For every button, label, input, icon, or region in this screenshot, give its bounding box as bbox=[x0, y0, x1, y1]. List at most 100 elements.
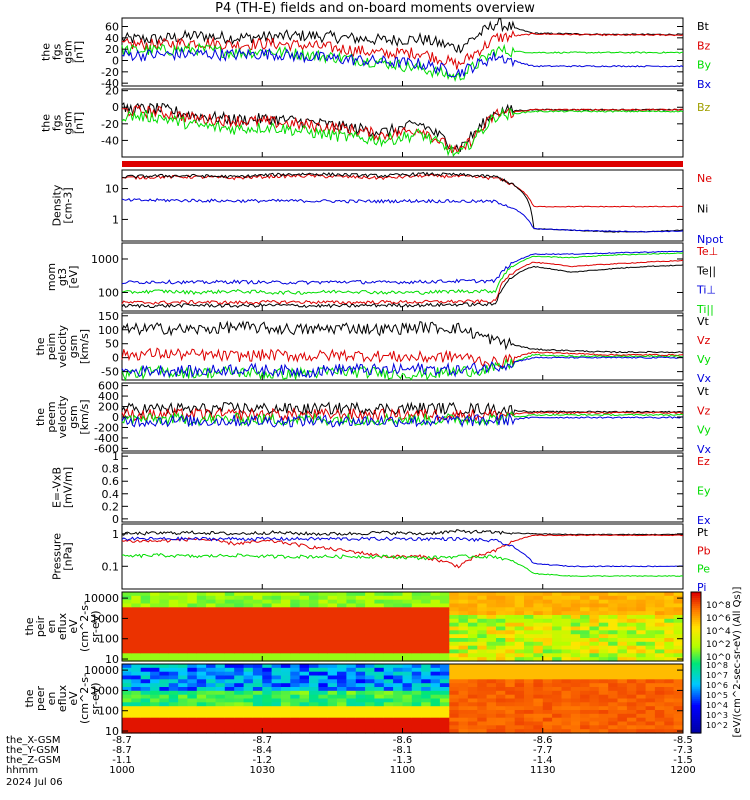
heat-cell bbox=[224, 687, 235, 692]
heat-cell bbox=[187, 725, 198, 730]
heat-cell bbox=[552, 713, 562, 719]
color-bar-cell bbox=[691, 678, 701, 682]
heat-cell bbox=[486, 607, 497, 612]
heat-cell bbox=[598, 729, 609, 734]
heat-cell bbox=[140, 675, 151, 680]
heat-cell bbox=[393, 698, 403, 703]
heat-cell bbox=[290, 690, 301, 696]
heat-cell bbox=[178, 679, 188, 684]
heat-cell bbox=[224, 675, 235, 680]
heat-cell bbox=[318, 599, 329, 605]
heat-cell bbox=[580, 710, 590, 715]
heat-cell bbox=[505, 626, 516, 631]
heat-cell bbox=[449, 638, 460, 643]
heat-cell bbox=[346, 622, 357, 628]
heat-cell bbox=[224, 671, 235, 677]
heat-cell bbox=[505, 706, 516, 711]
heat-cell bbox=[664, 641, 675, 647]
heat-cell bbox=[327, 690, 338, 696]
heat-cell bbox=[159, 713, 170, 719]
heat-cell bbox=[271, 729, 282, 734]
heat-cell bbox=[252, 657, 263, 662]
heat-cell bbox=[524, 638, 534, 643]
heat-cell bbox=[168, 679, 179, 684]
heat-cell bbox=[458, 667, 469, 673]
heat-cell bbox=[309, 657, 319, 662]
heat-cell bbox=[458, 645, 469, 651]
heat-cell bbox=[673, 618, 684, 624]
heat-cell bbox=[449, 710, 460, 715]
heat-cell bbox=[439, 599, 450, 605]
heat-cell bbox=[140, 641, 151, 647]
heat-cell bbox=[673, 599, 684, 605]
heat-cell bbox=[234, 683, 245, 688]
heat-cell bbox=[636, 638, 647, 643]
heat-cell bbox=[561, 657, 572, 662]
heat-cell bbox=[365, 592, 375, 597]
heat-cell bbox=[496, 725, 506, 730]
heat-cell bbox=[505, 687, 516, 692]
heat-cell bbox=[542, 690, 553, 696]
heat-cell bbox=[449, 713, 460, 719]
heat-cell bbox=[533, 713, 544, 719]
heat-cell bbox=[467, 649, 478, 654]
heat-cell bbox=[598, 615, 609, 620]
heat-cell bbox=[150, 687, 160, 692]
heat-cell bbox=[430, 721, 441, 726]
heat-cell bbox=[252, 634, 263, 639]
y-tick-label: 1 bbox=[112, 213, 119, 226]
heat-cell bbox=[402, 671, 413, 677]
color-bar-cell bbox=[691, 632, 701, 635]
heat-cell bbox=[514, 687, 525, 692]
heat-cell bbox=[309, 653, 319, 658]
color-bar-cell bbox=[691, 714, 701, 718]
heat-cell bbox=[570, 645, 581, 651]
heat-cell bbox=[533, 645, 544, 651]
heat-cell bbox=[131, 690, 142, 696]
heat-cell bbox=[570, 603, 581, 608]
heat-cell bbox=[383, 603, 394, 608]
heat-cell bbox=[168, 607, 179, 612]
color-bar-cell bbox=[691, 684, 701, 688]
heat-cell bbox=[552, 657, 562, 662]
heat-cell bbox=[402, 626, 413, 631]
series-Bz bbox=[121, 104, 684, 154]
heat-cell bbox=[168, 710, 179, 715]
heat-cell bbox=[430, 698, 441, 703]
heat-cell bbox=[411, 679, 422, 684]
heat-cell bbox=[206, 618, 216, 624]
x-axis-value: 1030 bbox=[250, 765, 275, 776]
heat-cell bbox=[168, 683, 179, 688]
heat-cell bbox=[561, 725, 572, 730]
series-Te⊥ bbox=[121, 259, 684, 305]
heat-cell bbox=[131, 694, 142, 700]
heat-cell bbox=[402, 645, 413, 651]
heat-cell bbox=[617, 592, 628, 597]
heat-cell bbox=[346, 634, 357, 639]
heat-cell bbox=[430, 607, 441, 612]
heat-cell bbox=[150, 725, 160, 730]
heat-cell bbox=[514, 630, 525, 635]
heat-cell bbox=[580, 687, 590, 692]
heat-cell bbox=[561, 721, 572, 726]
heat-cell bbox=[234, 649, 245, 654]
heat-cell bbox=[411, 702, 422, 707]
heat-cell bbox=[131, 671, 142, 677]
heat-cell bbox=[383, 622, 394, 628]
heat-cell bbox=[533, 638, 544, 643]
y-tick-label: 400 bbox=[98, 390, 119, 403]
series-Pb bbox=[121, 534, 684, 569]
heat-cell bbox=[140, 649, 151, 654]
heat-cell bbox=[467, 618, 478, 624]
heat-cell bbox=[542, 679, 553, 684]
heat-cell bbox=[168, 653, 179, 658]
heat-cell bbox=[467, 626, 478, 631]
heat-cell bbox=[187, 675, 198, 680]
heat-cell bbox=[122, 649, 132, 654]
heat-cell bbox=[645, 706, 656, 711]
heat-cell bbox=[355, 702, 366, 707]
heat-cell bbox=[252, 641, 263, 647]
heat-cell bbox=[477, 626, 488, 631]
heat-cell bbox=[299, 717, 310, 723]
